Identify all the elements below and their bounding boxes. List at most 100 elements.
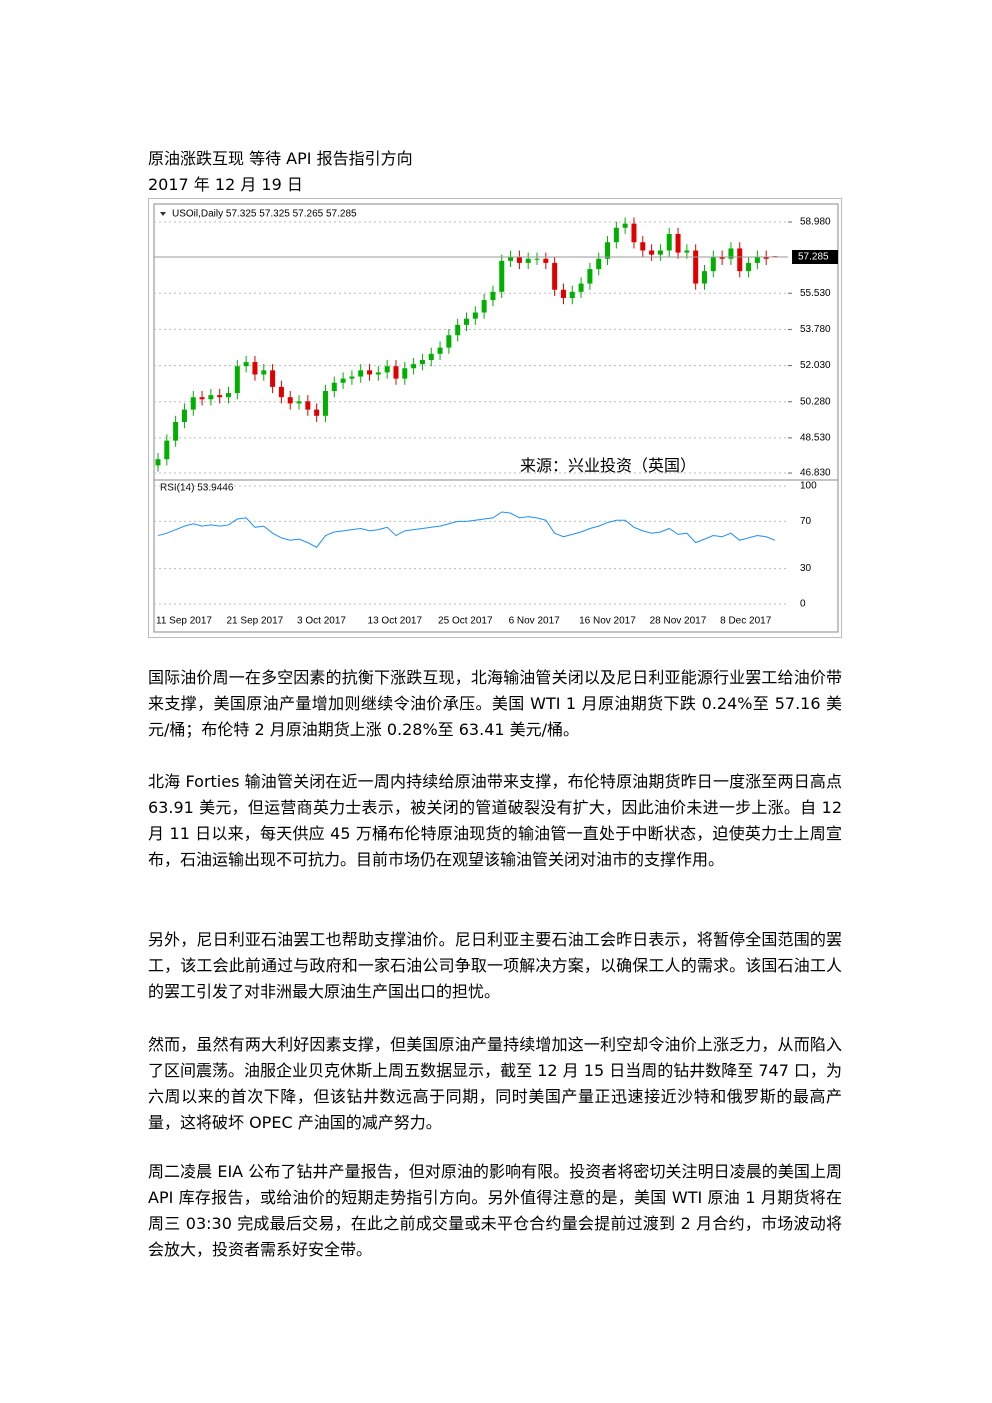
candle-body bbox=[525, 258, 531, 263]
candle-body bbox=[393, 366, 399, 379]
candle-body bbox=[278, 386, 284, 398]
candle-body bbox=[367, 370, 373, 375]
candle-body bbox=[261, 370, 267, 375]
candle-body bbox=[701, 271, 707, 284]
y-tick-label: 30 bbox=[800, 563, 812, 574]
price-label: 57.285 bbox=[798, 252, 829, 263]
candle-body bbox=[384, 366, 390, 373]
chart-frame bbox=[148, 198, 842, 638]
candle-body bbox=[419, 360, 425, 365]
source-note: 来源：兴业投资（英国） bbox=[520, 457, 696, 475]
x-tick-label: 25 Oct 2017 bbox=[438, 616, 493, 627]
paragraph: 然而，虽然有两大利好因素支撑，但美国原油产量持续增加这一利空却令油价上涨乏力，从… bbox=[148, 1035, 842, 1132]
candle-body bbox=[693, 250, 699, 284]
candle-body bbox=[270, 370, 276, 387]
candle-body bbox=[481, 300, 487, 313]
candle-body bbox=[640, 242, 646, 251]
x-tick-label: 8 Dec 2017 bbox=[720, 616, 772, 627]
paragraph: 周二凌晨 EIA 公布了钻井产量报告，但对原油的影响有限。投资者将密切关注明日凌… bbox=[148, 1162, 842, 1259]
candle-body bbox=[226, 393, 232, 398]
candle-body bbox=[173, 422, 179, 441]
x-tick-label: 11 Sep 2017 bbox=[156, 616, 212, 627]
x-tick-label: 28 Nov 2017 bbox=[650, 616, 707, 627]
candle-body bbox=[464, 318, 469, 325]
indicator-label: RSI(14) 53.9446 bbox=[160, 483, 234, 494]
candle-body bbox=[322, 391, 328, 416]
doc-title: 原油涨跌互现 等待 API 报告指引方向 bbox=[148, 149, 413, 168]
price-label-box bbox=[792, 250, 838, 265]
candle-body bbox=[534, 258, 540, 260]
indicator-line bbox=[157, 511, 776, 549]
candle-body bbox=[472, 312, 478, 319]
candle-body bbox=[596, 258, 602, 270]
y-tick-label: 53.780 bbox=[800, 324, 831, 335]
candle-body bbox=[340, 378, 346, 383]
paragraph: 国际油价周一在多空因素的抗衡下涨跌互现，北海输油管关闭以及尼日利亚能源行业罢工给… bbox=[148, 668, 842, 739]
doc-date: 2017 年 12 月 19 日 bbox=[148, 175, 303, 194]
paragraph: 北海 Forties 输油管关闭在近一周内持续给原油带来支撑，布伦特原油期货昨日… bbox=[148, 772, 842, 869]
candle-body bbox=[402, 368, 408, 379]
plot-frame bbox=[153, 203, 839, 633]
chart-legend: USOil,Daily 57.325 57.325 57.265 57.285 bbox=[172, 209, 357, 220]
candle-body bbox=[446, 335, 452, 348]
y-tick-label: 58.980 bbox=[800, 217, 831, 228]
y-tick-label: 55.530 bbox=[800, 288, 831, 299]
candle-body bbox=[358, 370, 364, 377]
candle-body bbox=[164, 440, 170, 460]
candle-body bbox=[605, 242, 611, 259]
candle-body bbox=[217, 395, 223, 398]
candle-body bbox=[181, 409, 187, 423]
candle-body bbox=[499, 260, 505, 292]
candle-body bbox=[675, 233, 681, 253]
candle-body bbox=[746, 262, 752, 272]
candle-body bbox=[719, 256, 725, 259]
candle-body bbox=[516, 256, 522, 263]
candle-body bbox=[437, 347, 443, 354]
candle-body bbox=[199, 397, 205, 400]
candle-body bbox=[490, 291, 496, 301]
candle-body bbox=[666, 233, 672, 251]
candle-body bbox=[754, 256, 760, 263]
y-tick-label: 100 bbox=[800, 481, 817, 492]
candle-body bbox=[613, 227, 619, 243]
legend-icon bbox=[160, 212, 166, 216]
candle-body bbox=[622, 223, 628, 228]
candle-body bbox=[314, 409, 320, 416]
y-tick-label: 52.030 bbox=[800, 360, 831, 371]
candle-body bbox=[296, 401, 302, 404]
candle-body bbox=[349, 376, 355, 379]
candle-body bbox=[375, 372, 381, 375]
candle-body bbox=[684, 250, 690, 253]
paragraph: 另外，尼日利亚石油罢工也帮助支撑油价。尼日利亚主要石油工会昨日表示，将暂停全国范… bbox=[148, 930, 842, 1001]
candle-body bbox=[331, 382, 337, 392]
candle-body bbox=[560, 289, 566, 299]
x-tick-label: 3 Oct 2017 bbox=[297, 616, 346, 627]
candle-body bbox=[190, 397, 196, 410]
candle-body bbox=[243, 362, 249, 367]
candle-body bbox=[763, 256, 769, 259]
candle-body bbox=[305, 401, 311, 410]
y-tick-label: 46.830 bbox=[800, 468, 831, 479]
candle-body bbox=[234, 366, 240, 394]
candle-body bbox=[552, 262, 558, 290]
y-tick-label: 48.530 bbox=[800, 433, 831, 444]
x-tick-label: 21 Sep 2017 bbox=[227, 616, 284, 627]
candle-body bbox=[728, 248, 734, 259]
candle-body bbox=[252, 362, 258, 375]
y-tick-label: 0 bbox=[800, 599, 806, 610]
candle-body bbox=[208, 395, 214, 400]
candle-body bbox=[508, 256, 514, 261]
x-tick-label: 6 Nov 2017 bbox=[509, 616, 561, 627]
candle-body bbox=[649, 250, 655, 255]
candle-body bbox=[587, 269, 593, 284]
candle-body bbox=[287, 397, 293, 404]
candle-body bbox=[631, 223, 637, 243]
candle-body bbox=[737, 248, 743, 272]
chart: USOil,Daily 57.325 57.325 57.265 57.285 … bbox=[148, 198, 842, 638]
candle-body bbox=[428, 353, 434, 361]
candle-body bbox=[155, 459, 161, 466]
candle-body bbox=[543, 258, 549, 263]
candle-body bbox=[578, 283, 584, 292]
y-tick-label: 70 bbox=[800, 516, 812, 527]
